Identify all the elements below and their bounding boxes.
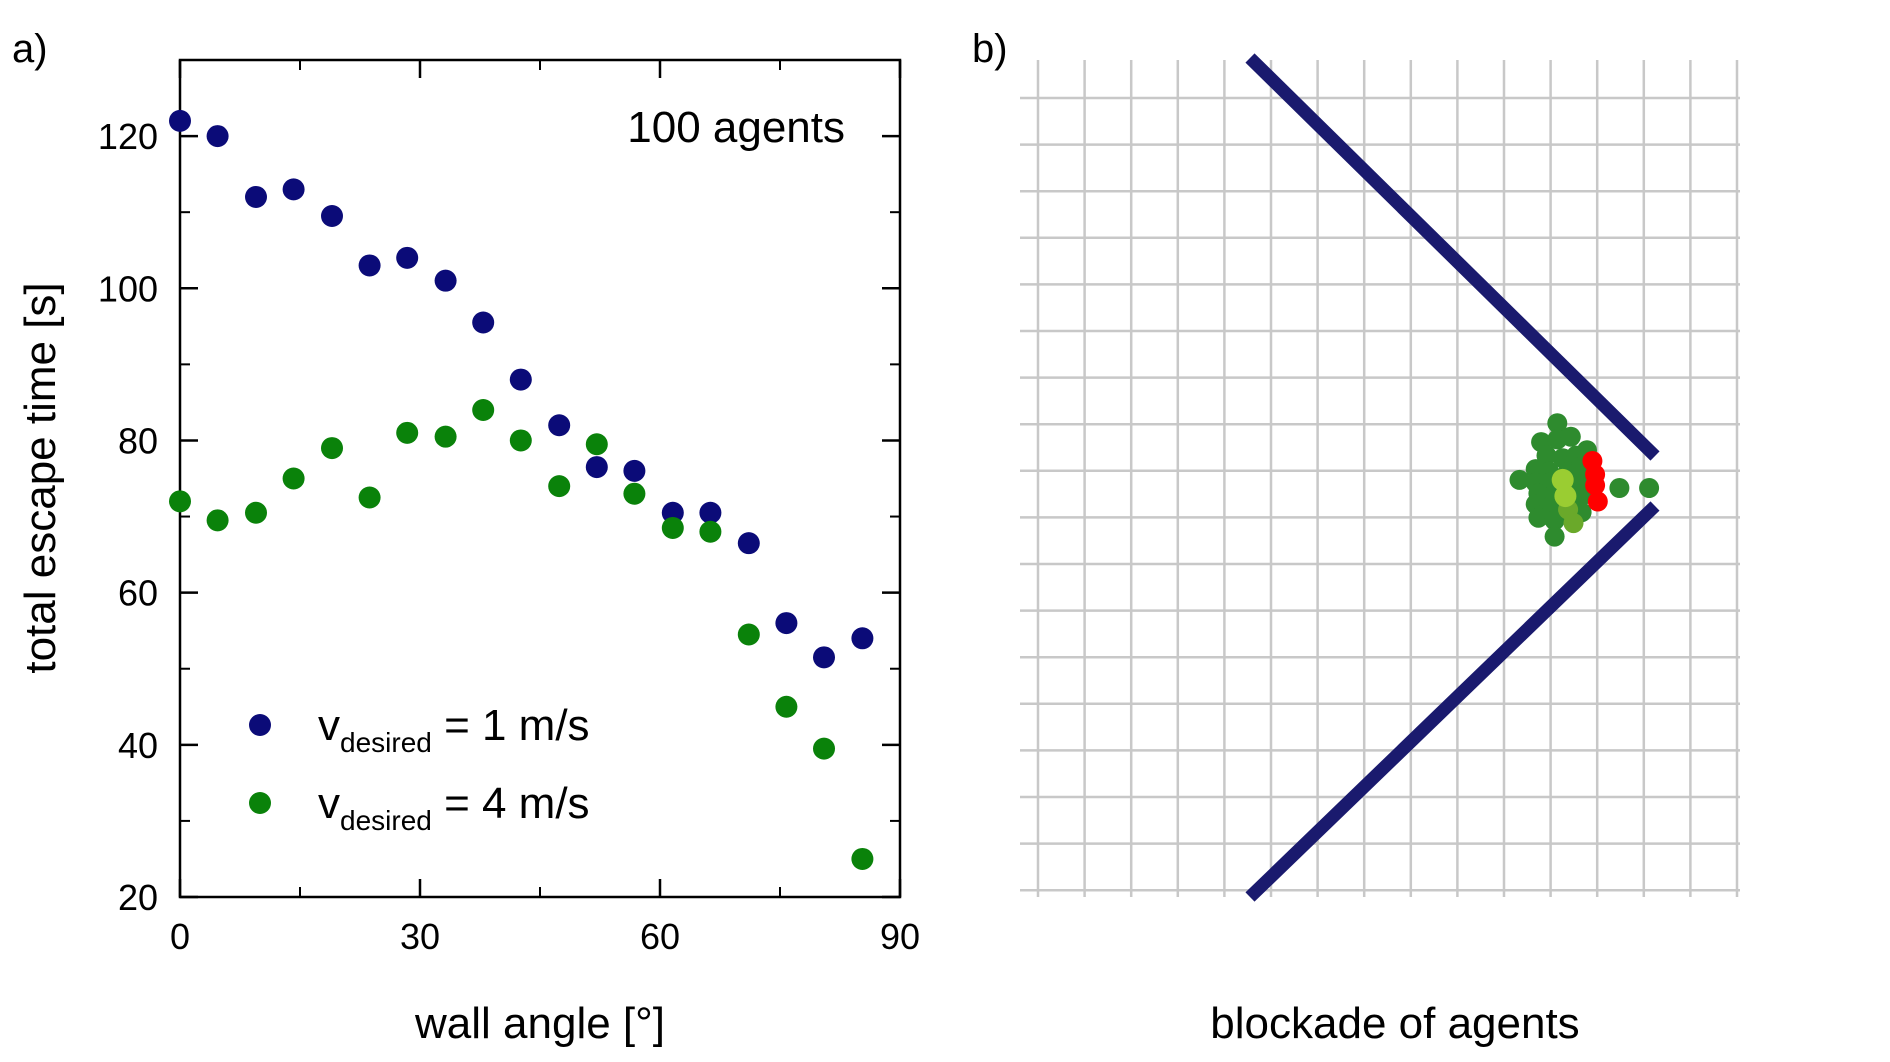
agent-dot — [1509, 469, 1530, 490]
series-2-point — [245, 501, 267, 524]
grid — [1020, 60, 1740, 897]
series-1-point — [623, 459, 646, 482]
legend: vdesired = 1 m/s vdesired = 4 m/s — [249, 701, 590, 836]
x-tick-label: 0 — [170, 916, 190, 957]
series-2-point — [813, 737, 835, 760]
x-tick-label: 90 — [880, 916, 920, 957]
series-1-point — [737, 532, 760, 555]
y-tick-label: 20 — [118, 877, 158, 918]
series-1-point — [358, 254, 381, 277]
panel-a-label: a) — [12, 27, 48, 71]
panel-a: a) 0 30 60 90 20 40 60 80 100 120 100 agents vdes… — [12, 27, 920, 1048]
series-2-point — [548, 475, 571, 498]
series-2-point — [434, 425, 457, 448]
wall-upper — [1245, 53, 1660, 461]
series-2-point — [358, 486, 381, 509]
series-2-point — [169, 490, 191, 513]
series-2-point — [282, 467, 305, 490]
y-tick-label: 100 — [98, 268, 158, 309]
series-1-point — [169, 109, 191, 132]
series-2-point — [585, 433, 608, 456]
y-tick-label: 40 — [118, 725, 158, 766]
series-2-point — [472, 399, 495, 422]
agent-dot-medium — [1563, 513, 1584, 534]
x-axis-label: wall angle [°] — [414, 999, 665, 1048]
agents — [1509, 413, 1660, 547]
panel-b: b) blockade of agents — [972, 27, 1740, 1048]
series-2-point — [623, 482, 646, 505]
series-1-point — [548, 414, 571, 437]
y-tick-label: 80 — [118, 420, 158, 461]
series-1-point — [509, 368, 532, 391]
plot-a-tick-labels: 0 30 60 90 20 40 60 80 100 120 — [98, 116, 920, 957]
legend-label-series-1: vdesired = 1 m/s — [318, 701, 590, 758]
legend-marker-series-1 — [249, 714, 271, 736]
panel-b-caption: blockade of agents — [1210, 999, 1579, 1048]
series-2-point — [851, 847, 874, 870]
series-1-point — [813, 646, 835, 669]
series-1-point — [699, 501, 722, 524]
y-tick-label: 60 — [118, 573, 158, 614]
agent-dot-light — [1554, 485, 1577, 508]
agent-dot — [1609, 478, 1630, 498]
annotation-agents-count: 100 agents — [627, 103, 845, 152]
agent-dot — [1639, 478, 1660, 498]
plot-a-points — [169, 109, 874, 870]
walls — [1245, 53, 1660, 902]
agent-dot-blocked — [1585, 475, 1606, 496]
series-2-point — [321, 437, 343, 460]
series-1-point — [434, 269, 457, 292]
series-2-point — [661, 516, 684, 539]
agent-dot — [1560, 426, 1581, 447]
agent-dot-blocked — [1587, 491, 1608, 512]
series-1-point — [472, 311, 495, 334]
series-1-point — [851, 627, 874, 650]
series-1-point — [585, 456, 608, 479]
series-1-point — [245, 185, 267, 208]
legend-marker-series-2 — [249, 792, 271, 814]
series-2-point — [699, 520, 722, 543]
agent-dot — [1544, 526, 1565, 547]
series-1-point — [321, 204, 343, 227]
x-tick-label: 30 — [400, 916, 440, 957]
series-1-point — [282, 178, 305, 201]
series-2-point — [206, 509, 229, 532]
series-2-point — [509, 429, 532, 452]
series-1-point — [396, 246, 419, 269]
series-2-point — [737, 623, 760, 646]
agent-dot — [1528, 507, 1549, 528]
plot-a-ticks — [178, 59, 902, 899]
series-2-point — [775, 695, 798, 718]
agent-dot — [1536, 445, 1557, 466]
y-tick-label: 120 — [98, 116, 158, 157]
agent-dot — [1544, 510, 1565, 531]
series-1-point — [661, 501, 684, 524]
x-tick-label: 60 — [640, 916, 680, 957]
panel-b-label: b) — [972, 27, 1008, 71]
series-1-point — [206, 125, 229, 148]
agent-dot-light — [1551, 468, 1574, 491]
agent-dot — [1571, 486, 1592, 507]
y-axis-label: total escape time [s] — [16, 282, 65, 673]
series-1-point — [775, 612, 798, 635]
agent-dot — [1547, 413, 1568, 434]
wall-lower — [1245, 501, 1660, 902]
legend-label-series-2: vdesired = 4 m/s — [318, 779, 590, 836]
series-2-point — [396, 421, 419, 444]
